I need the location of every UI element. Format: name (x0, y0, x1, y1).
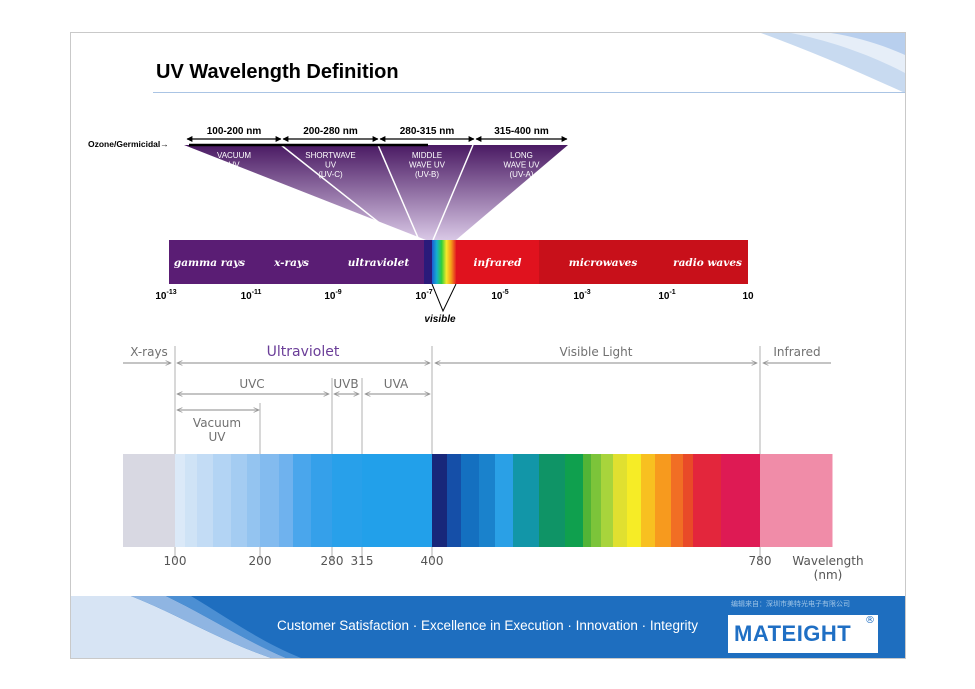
spectrum-segment (461, 454, 480, 547)
spectrum-segment (247, 454, 261, 547)
spectrum-segment (495, 454, 514, 547)
spectrum-segment (683, 454, 694, 547)
spectrum-segment (721, 454, 761, 547)
spectrum-segment (627, 454, 642, 547)
tick-label: 315 (351, 554, 374, 568)
ozone-label: Ozone/Germicidal→ (88, 139, 169, 149)
visible-pointer (431, 283, 457, 313)
tick-label: 780 (749, 554, 772, 568)
spectrum-segment (583, 454, 592, 547)
scale-label: 10-9 (324, 289, 341, 302)
spectrum-segment (539, 454, 566, 547)
visible-light-label: Visible Light (560, 345, 633, 359)
spectrum-segment (565, 454, 584, 547)
spectrum-segment (311, 454, 333, 547)
ultraviolet-label: Ultraviolet (267, 344, 340, 360)
spectrum-segment (447, 454, 462, 547)
spectrum-segment (185, 454, 198, 547)
band-label: x-rays (273, 257, 309, 269)
page-title: UV Wavelength Definition (156, 61, 399, 83)
band-label: microwaves (569, 257, 638, 269)
corner-decoration (761, 33, 905, 93)
scale-label: 10-3 (573, 289, 590, 302)
spectrum-segment (231, 454, 248, 547)
uva-label: UVA (384, 377, 409, 391)
uv-spectrum-diagram: 100-200 nm VACUUM UV (UV-V) 200-280 nm SHORTW… (88, 126, 864, 582)
spectrum-segment (362, 454, 433, 547)
band-label: ultraviolet (348, 257, 410, 269)
spectrum-segment (760, 454, 833, 547)
uv-band-name: MIDDLE WAVE UV (UV-B) (409, 151, 446, 179)
mateight-logo: MATEIGHT ® (728, 615, 878, 653)
logo-text: MATEIGHT (734, 621, 852, 646)
fan-divider (432, 144, 474, 241)
spectrum-segment (213, 454, 232, 547)
scale-label: 10 (742, 291, 754, 302)
tick-label: 400 (421, 554, 444, 568)
spectrum-band (456, 240, 539, 284)
spectrum-segment (671, 454, 684, 547)
infrared-label: Infrared (773, 345, 820, 359)
visible-label: visible (424, 314, 456, 325)
band-label: gamma rays (174, 257, 245, 269)
uvb-label: UVB (333, 377, 358, 391)
spectrum-band (667, 240, 748, 284)
spectrum-segment (279, 454, 294, 547)
spectrum-segment (175, 454, 186, 547)
spectrum-band (539, 240, 667, 284)
spectrum-segment (513, 454, 540, 547)
axis-label: Wavelength (nm) (792, 554, 863, 582)
visible-edge (424, 240, 432, 284)
spectrum-band (169, 240, 250, 284)
source-credit: 编辑来自：深圳市美特光电子有限公司 (731, 600, 850, 608)
range-label: 280-315 nm (400, 126, 455, 137)
scale-label: 10-5 (491, 289, 508, 302)
scale-label: 10-11 (241, 289, 262, 302)
uv-band-name: SHORTWAVE UV (UV-C) (305, 151, 356, 179)
uv-band-name: LONG WAVE UV (UV-A) (503, 151, 540, 179)
slide: UV Wavelength Definition 100-200 nm VACUU… (70, 32, 906, 659)
band-label: infrared (473, 257, 522, 269)
spectrum-segment (655, 454, 672, 547)
spectrum-segment (591, 454, 602, 547)
spectrum-segment (123, 454, 176, 547)
spectrum-segment (613, 454, 628, 547)
scale-label: 10-7 (415, 289, 432, 302)
spectrum-segment (601, 454, 614, 547)
tick-label: 200 (249, 554, 272, 568)
title-divider (153, 92, 905, 93)
spectrum-segment (197, 454, 214, 547)
spectrum-segment (693, 454, 722, 547)
scale-label: 10-13 (155, 289, 176, 302)
spectrum-segment (479, 454, 496, 547)
footer-tagline: Customer Satisfaction · Excellence in Ex… (277, 618, 698, 633)
uv-band-name: VACUUM UV (UV-V) (217, 151, 251, 179)
registered-mark: ® (865, 615, 875, 626)
vacuum-uv-label: Vacuum UV (193, 416, 241, 444)
band-label: radio waves (673, 257, 742, 269)
xrays-label: X-rays (130, 345, 168, 359)
spectrum-band (333, 240, 424, 284)
scale-label: 10-1 (658, 289, 675, 302)
uv-fan (184, 145, 568, 240)
spectrum-segment (260, 454, 280, 547)
fan-divider (377, 144, 420, 241)
spectrum-segment (432, 454, 448, 547)
tick-label: 100 (164, 554, 187, 568)
tick-label: 280 (321, 554, 344, 568)
range-label: 315-400 nm (494, 126, 549, 137)
spectrum-segment (332, 454, 363, 547)
range-label: 200-280 nm (303, 126, 358, 137)
spectrum-segment (293, 454, 312, 547)
fan-divider (280, 144, 402, 241)
range-label: 100-200 nm (207, 126, 262, 137)
uvc-label: UVC (239, 377, 264, 391)
spectrum-segment (641, 454, 656, 547)
spectrum-band (250, 240, 333, 284)
